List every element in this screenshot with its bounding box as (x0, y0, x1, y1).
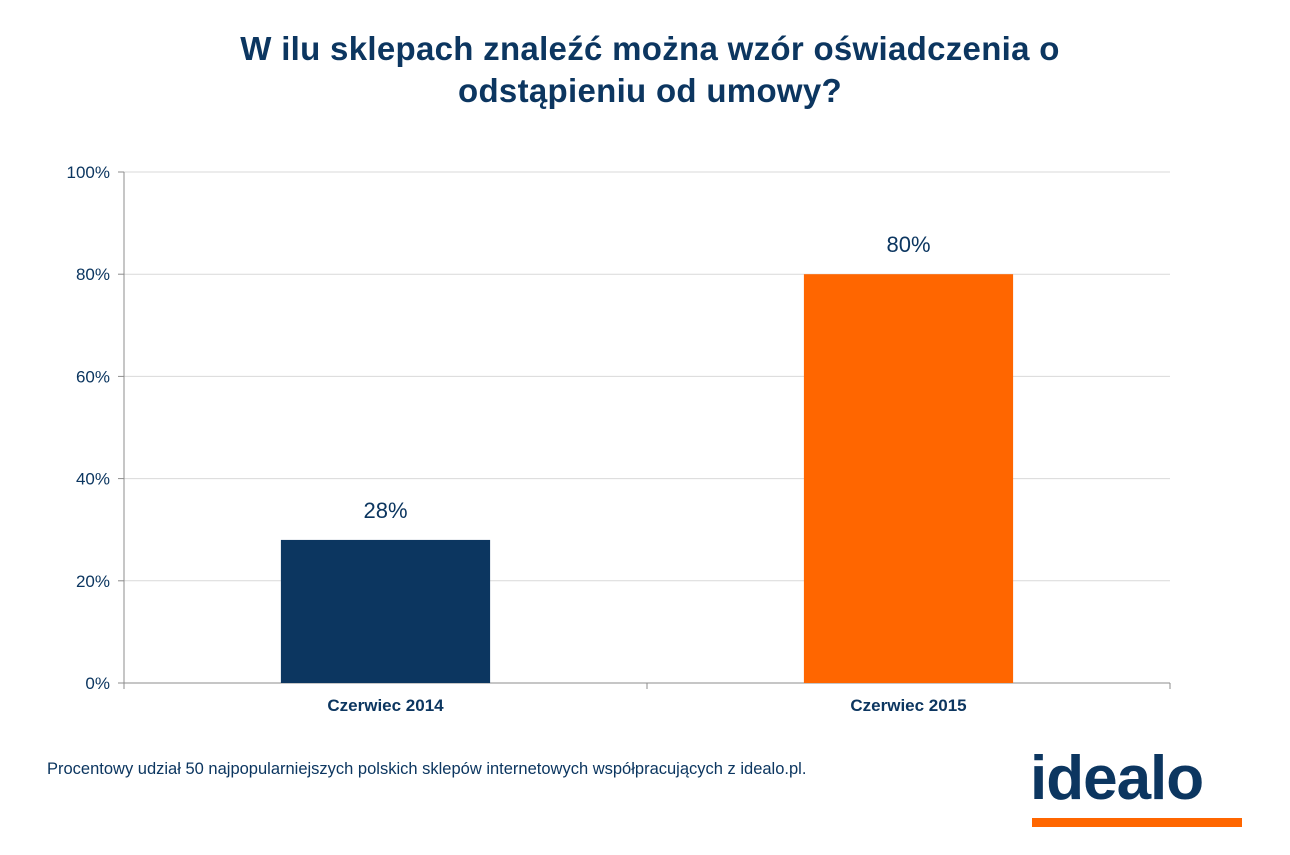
chart-title: W ilu sklepach znaleźć można wzór oświad… (0, 28, 1290, 112)
y-tick-label: 0% (85, 674, 110, 693)
data-label: 28% (363, 498, 407, 523)
labels: 0% 20% 40% 60% 80% 100% 28% Czerwiec 2014 80% Cze… (67, 163, 967, 715)
y-tick-label: 60% (76, 367, 110, 386)
bars (280, 274, 1014, 683)
chart-title-line-2: odstąpieniu od umowy? (458, 72, 842, 109)
category-label: Czerwiec 2015 (850, 696, 966, 715)
footnote: Procentowy udział 50 najpopularniejszych… (47, 760, 807, 778)
logo-text: idealo (1030, 744, 1204, 813)
bar-2 (803, 274, 1014, 683)
y-tick-label: 100% (67, 163, 110, 182)
idealo-logo: idealo (1030, 744, 1245, 828)
logo-underline (1032, 818, 1242, 827)
y-tick-label: 40% (76, 470, 110, 489)
y-tick-label: 20% (76, 572, 110, 591)
data-label: 80% (886, 232, 930, 257)
chart-title-line-1: W ilu sklepach znaleźć można wzór oświad… (240, 30, 1060, 67)
y-tick-label: 80% (76, 265, 110, 284)
bar-1 (280, 539, 491, 683)
category-label: Czerwiec 2014 (327, 696, 444, 715)
